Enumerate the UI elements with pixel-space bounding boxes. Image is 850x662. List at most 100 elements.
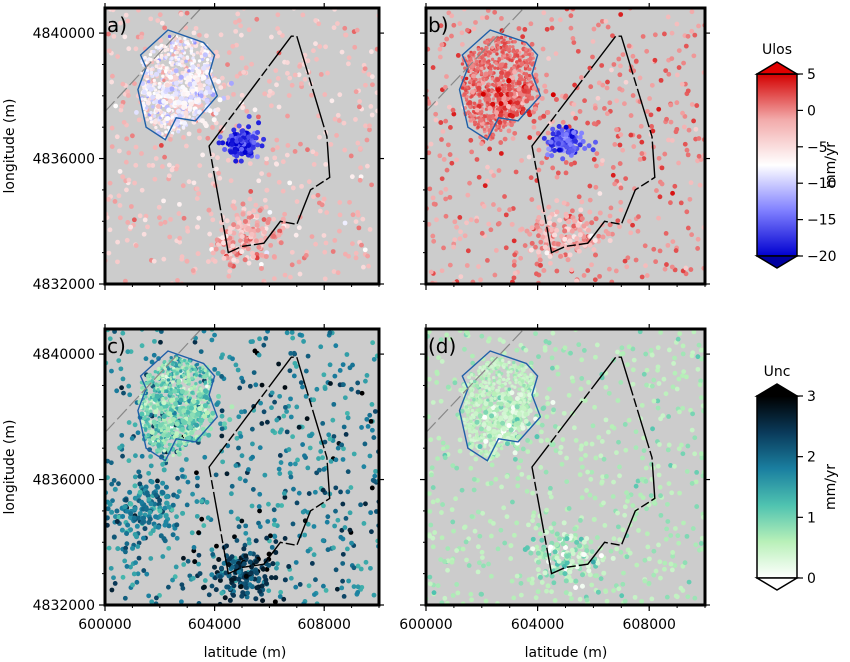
data-point [459, 41, 465, 47]
data-point [363, 82, 368, 88]
data-point [124, 136, 130, 142]
data-point [639, 274, 645, 280]
data-point [143, 213, 149, 219]
cluster-point [204, 410, 210, 416]
data-point [327, 436, 333, 442]
data-point [644, 48, 650, 54]
data-point [568, 161, 574, 167]
data-point [359, 242, 364, 248]
data-point [663, 230, 669, 236]
data-point [228, 178, 234, 184]
data-point [682, 141, 688, 147]
data-point [205, 57, 210, 62]
data-point [191, 53, 196, 57]
cluster-point [228, 80, 234, 86]
data-point [266, 172, 272, 178]
data-point [249, 503, 255, 509]
data-point [511, 259, 517, 264]
data-point [618, 63, 623, 69]
cluster-point [559, 127, 565, 133]
data-point [164, 438, 168, 442]
data-point [288, 414, 294, 420]
data-point [473, 122, 477, 127]
cluster-point [246, 113, 252, 119]
data-point [164, 385, 168, 390]
cluster-point [179, 467, 185, 473]
cluster-point [272, 599, 278, 605]
data-point [160, 389, 165, 393]
data-point [544, 72, 549, 78]
data-point [367, 127, 372, 133]
data-point [198, 373, 202, 378]
cluster-point [132, 495, 138, 501]
cluster-point [555, 141, 561, 147]
data-point [287, 470, 293, 476]
data-point [274, 145, 280, 150]
data-point [135, 544, 141, 549]
data-point [288, 461, 293, 467]
data-point [471, 26, 477, 32]
data-point [369, 112, 375, 118]
data-point [181, 446, 185, 451]
cluster-point [205, 85, 211, 91]
data-point [491, 202, 496, 207]
data-point [444, 167, 450, 173]
data-point [370, 340, 376, 346]
data-point [321, 233, 327, 238]
data-point [234, 435, 240, 441]
data-point [485, 257, 490, 263]
data-point [495, 52, 499, 56]
cluster-point [263, 581, 269, 587]
data-point [610, 33, 615, 39]
data-point [323, 588, 329, 593]
data-point [485, 60, 490, 64]
data-point [486, 121, 490, 125]
data-point [169, 428, 174, 432]
data-point [194, 470, 199, 476]
data-point [351, 451, 357, 457]
data-point [545, 109, 551, 115]
data-point [557, 17, 563, 23]
data-point [284, 409, 289, 414]
cluster-point [179, 426, 185, 432]
data-point [297, 332, 303, 338]
data-point [467, 180, 472, 186]
data-point [225, 157, 231, 163]
cluster-point [486, 96, 492, 102]
data-point [653, 259, 659, 265]
data-point [158, 221, 164, 227]
cluster-point [576, 248, 582, 254]
data-point [261, 342, 267, 348]
data-point [180, 473, 185, 479]
data-point [353, 255, 359, 261]
data-point [236, 524, 242, 530]
data-point [147, 424, 151, 429]
cluster-point [264, 250, 270, 256]
data-point [272, 155, 278, 161]
data-point [270, 147, 276, 153]
cluster-point [575, 222, 581, 228]
cluster-point [244, 590, 250, 596]
data-point [264, 160, 269, 166]
data-point [296, 424, 302, 430]
cluster-point [131, 515, 137, 521]
data-point [112, 581, 118, 586]
data-point [614, 127, 619, 133]
data-point [618, 185, 624, 191]
data-point [630, 222, 635, 228]
data-point [439, 268, 445, 274]
data-point [320, 538, 326, 543]
data-point [142, 217, 148, 223]
data-point [354, 27, 360, 33]
data-point [483, 53, 488, 57]
data-point [369, 182, 374, 188]
data-point [452, 219, 458, 225]
data-point [355, 380, 361, 386]
cluster-point [231, 592, 237, 598]
cluster-point [204, 98, 210, 104]
data-point [107, 227, 113, 233]
data-point [119, 432, 125, 438]
data-point [346, 578, 352, 584]
data-point [238, 434, 244, 439]
cluster-point [181, 408, 187, 414]
